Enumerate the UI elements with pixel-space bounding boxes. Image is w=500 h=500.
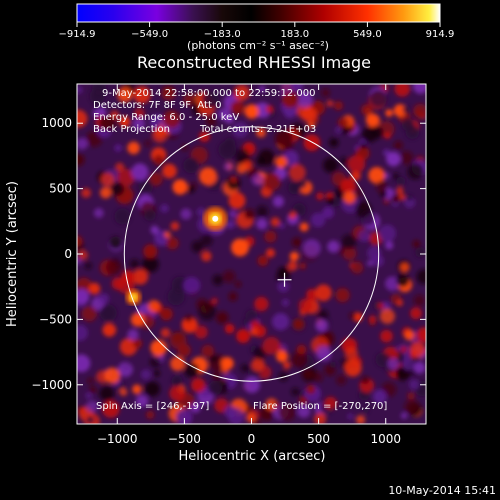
detectors-label: Detectors: 7F 8F 9F, Att 0 [93, 100, 221, 111]
x-tick-label: 0 [248, 432, 256, 446]
axis-ticks: −1000 −500 0 500 1000 −1000 −500 0 500 1000 [31, 84, 426, 446]
x-axis-title: Heliocentric X (arcsec) [179, 449, 326, 464]
spin-axis-label: Spin Axis = [246,-197] [96, 401, 209, 412]
colorbar-tick-label: −183.0 [204, 29, 241, 40]
x-tick-label: −500 [168, 432, 201, 446]
flare-position-label: Flare Position = [-270,270] [253, 401, 387, 412]
y-tick-label: 500 [49, 182, 72, 196]
colorbar-units: (photons cm⁻² s⁻¹ asec⁻²) [187, 39, 329, 52]
footer-timestamp: 10-May-2014 15:41 [388, 484, 496, 497]
time-range-label: 9-May-2014 22:58:00.000 to 22:59:12.000 [102, 88, 315, 99]
y-tick-label: 1000 [41, 116, 72, 130]
colorbar [76, 3, 441, 23]
colorbar-tick-label: 549.0 [353, 29, 382, 40]
x-tick-label: 500 [307, 432, 330, 446]
y-axis-title: Heliocentric Y (arcsec) [5, 181, 20, 327]
heatmap [77, 84, 426, 424]
x-tick-label: 1000 [370, 432, 401, 446]
x-tick-label: −1000 [97, 432, 138, 446]
colorbar-tick-label: −914.9 [58, 29, 95, 40]
colorbar-tick-label: 183.0 [280, 29, 309, 40]
bright-source-core [212, 215, 219, 222]
spin-axis-marker [277, 272, 292, 287]
y-tick-label: −500 [39, 312, 72, 326]
y-tick-label: −1000 [31, 378, 72, 392]
chart-title: Reconstructed RHESSI Image [137, 53, 371, 72]
colorbar-tick-label: −549.0 [131, 29, 168, 40]
colorbar-ticks: −914.9 −549.0 −183.0 183.0 549.0 914.9 [58, 22, 454, 40]
method-label: Back Projection [93, 124, 170, 135]
colorbar-tick-label: 914.9 [426, 29, 455, 40]
total-counts-label: Total counts: 2.21E+03 [199, 124, 316, 135]
y-tick-label: 0 [64, 247, 72, 261]
energy-range-label: Energy Range: 6.0 - 25.0 keV [93, 112, 239, 123]
solar-limb-circle [123, 126, 380, 382]
